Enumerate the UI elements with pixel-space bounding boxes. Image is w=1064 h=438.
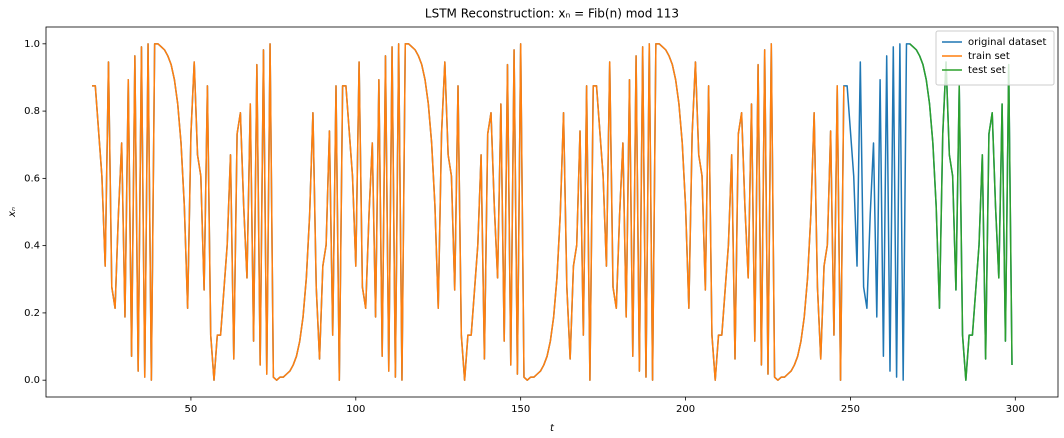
- legend-box: [935, 30, 1055, 86]
- y-tick-label: 0.6: [24, 173, 40, 184]
- y-tick-label: 0.8: [24, 106, 40, 117]
- x-tick-label: 200: [676, 404, 695, 415]
- x-axis-label: t: [550, 423, 555, 434]
- y-tick-label: 0.2: [24, 308, 40, 319]
- x-tick-label: 50: [185, 404, 198, 415]
- legend-label: test set: [968, 65, 1006, 76]
- y-tick-label: 0.4: [24, 241, 40, 252]
- legend-label: original dataset: [968, 37, 1046, 48]
- x-tick-label: 300: [1006, 404, 1025, 415]
- x-tick-label: 250: [841, 404, 860, 415]
- legend-label: train set: [968, 51, 1010, 62]
- y-tick-label: 0.0: [24, 375, 40, 386]
- series-line: [909, 43, 1013, 381]
- y-axis-label: xₙ: [7, 207, 18, 218]
- series-line: [92, 43, 845, 381]
- y-tick-label: 1.0: [24, 39, 40, 50]
- x-tick-label: 100: [346, 404, 365, 415]
- x-tick-label: 150: [511, 404, 530, 415]
- chart-title: LSTM Reconstruction: xₙ = Fib(n) mod 113: [425, 7, 679, 21]
- axes-frame: [45, 26, 1059, 398]
